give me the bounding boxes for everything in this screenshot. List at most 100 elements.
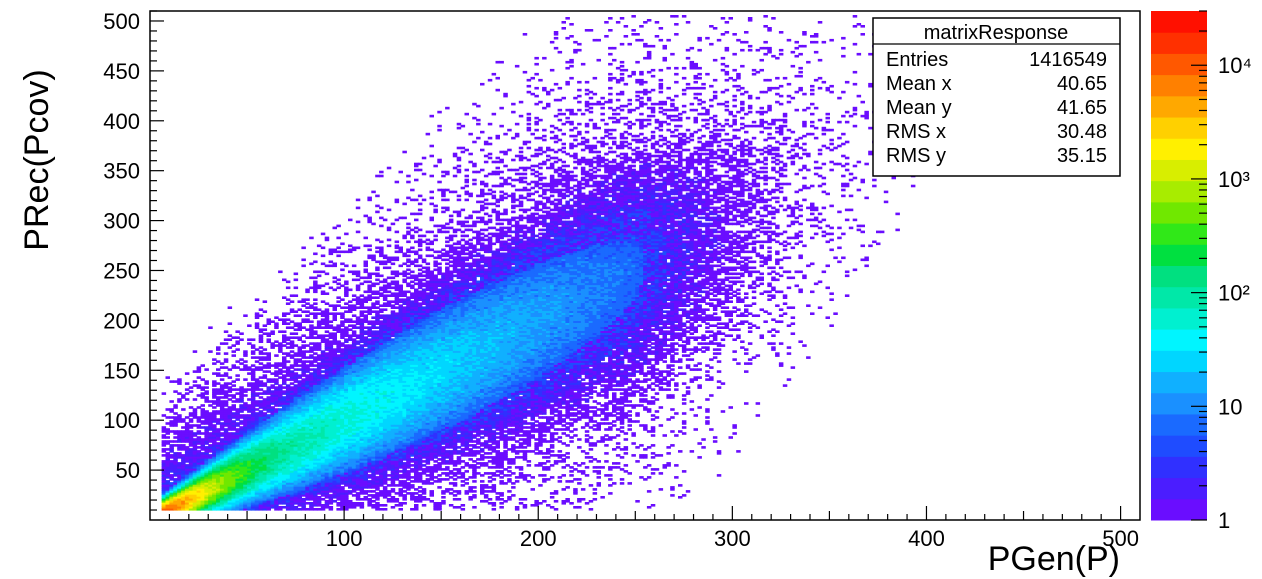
heatmap-cell: [332, 356, 337, 359]
heatmap-cell: [367, 344, 372, 347]
heatmap-cell: [348, 500, 353, 503]
heatmap-cell: [340, 332, 345, 335]
heatmap-cell: [367, 502, 372, 505]
heatmap-cell: [216, 388, 221, 391]
heatmap-cell: [227, 450, 233, 453]
heatmap-cell: [165, 492, 170, 495]
heatmap-cell: [375, 300, 380, 303]
heatmap-cell: [270, 452, 275, 455]
heatmap-cell: [289, 466, 295, 469]
heatmap-cell: [188, 390, 194, 393]
heatmap-cell: [188, 476, 194, 479]
heatmap-cell: [394, 324, 400, 327]
heatmap-cell: [301, 466, 306, 469]
heatmap-cell: [313, 332, 318, 335]
heatmap-cell: [270, 330, 275, 333]
heatmap-cell: [188, 460, 194, 463]
heatmap-cell: [200, 426, 205, 429]
heatmap-cell: [320, 394, 326, 397]
heatmap-cell: [243, 506, 248, 509]
heatmap-cell: [293, 442, 299, 445]
heatmap-cell: [165, 442, 170, 445]
heatmap-cell: [196, 480, 202, 483]
heatmap-cell: [301, 500, 306, 503]
heatmap-cell: [320, 356, 326, 359]
heatmap-cell: [258, 450, 264, 453]
heatmap-cell: [266, 482, 271, 485]
heatmap-cell: [243, 472, 248, 475]
heatmap-cell: [309, 388, 314, 391]
heatmap-cell: [196, 502, 202, 505]
heatmap-cell: [386, 318, 392, 321]
heatmap-cell: [344, 402, 349, 405]
heatmap-cell: [196, 504, 202, 507]
heatmap-cell: [192, 462, 198, 465]
heatmap-cell: [390, 344, 396, 347]
heatmap-cell: [382, 424, 388, 427]
heatmap-cell: [177, 446, 182, 449]
heatmap-cell: [243, 494, 248, 497]
heatmap-cell: [351, 476, 357, 479]
heatmap-cell: [386, 420, 392, 423]
heatmap-cell: [390, 472, 396, 475]
heatmap-cell: [301, 476, 306, 479]
heatmap-cell: [243, 408, 248, 411]
heatmap-cell: [247, 504, 252, 507]
heatmap-cell: [235, 488, 240, 491]
heatmap-cell: [169, 484, 174, 487]
heatmap-cell: [309, 468, 314, 471]
heatmap-cell: [375, 336, 380, 339]
heatmap-cell: [344, 502, 349, 505]
heatmap-cell: [320, 416, 326, 419]
heatmap-cell: [379, 324, 384, 327]
heatmap-cell: [348, 502, 353, 505]
heatmap-cell: [371, 340, 376, 343]
heatmap-cell: [320, 444, 326, 447]
heatmap-cell: [340, 262, 345, 266]
heatmap-cell: [219, 458, 225, 461]
heatmap-cell: [254, 314, 260, 317]
heatmap-cell: [227, 504, 233, 507]
heatmap-cell: [398, 450, 403, 453]
heatmap-cell: [293, 378, 299, 381]
heatmap-cell: [351, 326, 357, 329]
heatmap-cell: [402, 410, 407, 413]
heatmap-cell: [344, 354, 349, 357]
heatmap-cell: [297, 422, 302, 425]
heatmap-cell: [363, 408, 368, 411]
heatmap-cell: [173, 474, 178, 477]
heatmap-cell: [243, 424, 248, 427]
heatmap-cell: [359, 276, 365, 280]
heatmap-cell: [351, 436, 357, 439]
heatmap-cell: [227, 334, 233, 337]
heatmap-cell: [212, 414, 217, 417]
heatmap-cell: [313, 444, 318, 447]
heatmap-cell: [386, 276, 392, 280]
heatmap-cell: [274, 386, 279, 389]
heatmap-cell: [270, 440, 275, 443]
heatmap-cell: [216, 466, 221, 469]
heatmap-cell: [394, 280, 400, 284]
heatmap-cell: [254, 474, 260, 477]
heatmap-cell: [282, 356, 287, 359]
heatmap-cell: [216, 454, 221, 457]
heatmap-cell: [394, 346, 400, 349]
heatmap-cell: [394, 456, 400, 459]
heatmap-cell: [262, 424, 268, 427]
heatmap-cell: [367, 426, 372, 429]
heatmap-cell: [332, 450, 337, 453]
heatmap-cell: [336, 474, 341, 477]
heatmap-cell: [227, 506, 233, 509]
heatmap-cell: [282, 336, 287, 339]
heatmap-cell: [386, 410, 392, 413]
heatmap-cell: [212, 420, 217, 423]
heatmap-cell: [289, 460, 295, 463]
heatmap-cell: [359, 422, 365, 425]
heatmap-cell: [351, 346, 357, 349]
heatmap-cell: [243, 426, 248, 429]
heatmap-cell: [340, 324, 345, 327]
heatmap-cell: [305, 396, 310, 399]
heatmap-cell: [379, 434, 384, 437]
heatmap-cell: [371, 322, 376, 325]
heatmap-cell: [390, 378, 396, 381]
